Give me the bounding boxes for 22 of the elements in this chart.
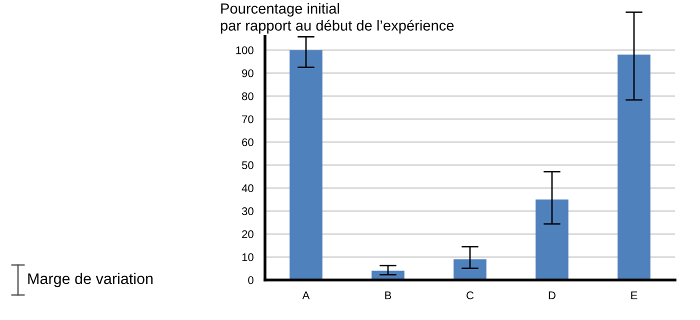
bar bbox=[618, 54, 650, 280]
y-tick-label: 30 bbox=[242, 207, 254, 216]
y-tick-label: 20 bbox=[242, 230, 254, 238]
y-tick-label: 10 bbox=[242, 253, 254, 262]
y-tick-label: 100 bbox=[236, 46, 254, 54]
x-tick-label: A bbox=[302, 292, 310, 300]
y-tick-label: 40 bbox=[242, 184, 254, 192]
y-tick-label: 0 bbox=[248, 276, 254, 284]
y-tick-label: 60 bbox=[242, 138, 254, 146]
y-axis-title: Pourcentage initial par rapport au début de l’expérience bbox=[220, 3, 454, 34]
y-tick-label: 80 bbox=[242, 92, 254, 100]
y-tick-label: 70 bbox=[242, 115, 254, 124]
x-tick-label: C bbox=[466, 291, 474, 300]
y-tick-label: 90 bbox=[242, 69, 254, 78]
bar bbox=[290, 50, 322, 280]
x-tick-label: E bbox=[631, 292, 638, 300]
bar bbox=[454, 259, 486, 280]
x-tick-label: D bbox=[548, 292, 556, 300]
x-tick-label: B bbox=[385, 292, 392, 300]
text: Marge de variation bbox=[28, 272, 153, 288]
y-tick-label: 50 bbox=[242, 161, 254, 170]
bar bbox=[536, 200, 568, 280]
